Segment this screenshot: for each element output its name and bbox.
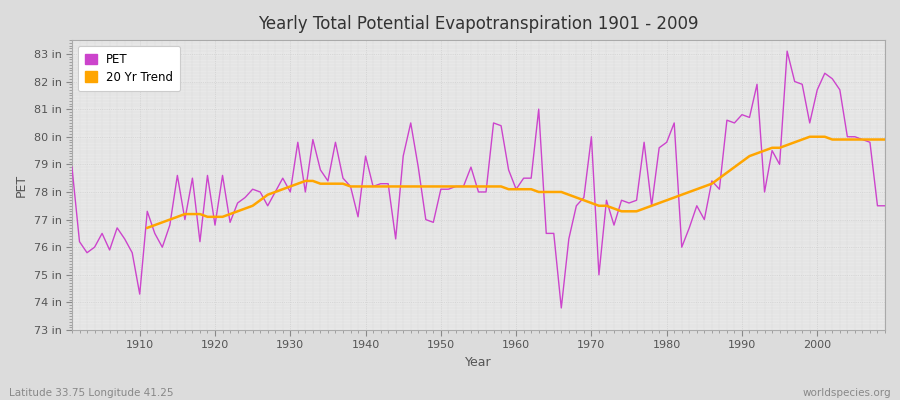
Text: Latitude 33.75 Longitude 41.25: Latitude 33.75 Longitude 41.25 bbox=[9, 388, 174, 398]
Line: 20 Yr Trend: 20 Yr Trend bbox=[148, 137, 885, 228]
20 Yr Trend bbox=[879, 137, 890, 142]
X-axis label: Year: Year bbox=[465, 356, 491, 369]
Y-axis label: PET: PET bbox=[15, 174, 28, 197]
PET bbox=[292, 140, 303, 145]
PET bbox=[608, 223, 619, 228]
20 Yr Trend bbox=[338, 181, 348, 186]
Title: Yearly Total Potential Evapotranspiration 1901 - 2009: Yearly Total Potential Evapotranspiratio… bbox=[258, 15, 698, 33]
PET bbox=[510, 187, 521, 192]
20 Yr Trend bbox=[315, 181, 326, 186]
PET bbox=[556, 306, 567, 310]
PET bbox=[67, 165, 77, 170]
20 Yr Trend bbox=[510, 187, 521, 192]
20 Yr Trend bbox=[805, 134, 815, 139]
20 Yr Trend bbox=[534, 190, 544, 194]
PET bbox=[782, 49, 793, 54]
20 Yr Trend bbox=[722, 170, 733, 175]
PET bbox=[127, 250, 138, 255]
Legend: PET, 20 Yr Trend: PET, 20 Yr Trend bbox=[78, 46, 180, 91]
PET bbox=[338, 176, 348, 180]
20 Yr Trend bbox=[142, 226, 153, 230]
PET bbox=[503, 168, 514, 172]
Text: worldspecies.org: worldspecies.org bbox=[803, 388, 891, 398]
Line: PET: PET bbox=[72, 51, 885, 308]
PET bbox=[879, 203, 890, 208]
20 Yr Trend bbox=[368, 184, 379, 189]
